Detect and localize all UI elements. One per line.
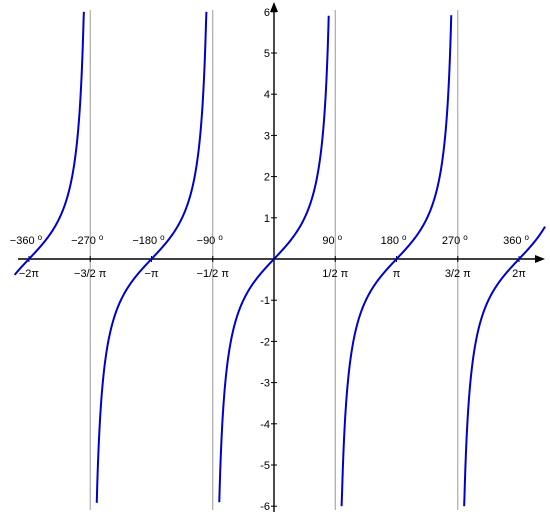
x-axis-arrow [535, 255, 545, 263]
x-tick-label-degrees: −180 o [132, 233, 165, 247]
x-tick-label-degrees: −90 o [197, 233, 224, 247]
y-tick-label: 6 [264, 7, 270, 19]
x-tick-label-degrees: 360 o [503, 233, 529, 247]
x-tick-label-radians: 3/2 π [445, 268, 471, 280]
y-tick-label: -1 [260, 295, 270, 307]
tan-branch-4 [463, 226, 546, 507]
x-tick-label-degrees: 90 o [322, 233, 342, 247]
x-tick-label-radians: −2π [19, 268, 40, 280]
axis-labels: 6 5 4 3 2 1 -1 -2 -3 -4 -5 -6 −2π −360 o −3/2 π −270 o −… [10, 7, 530, 513]
tan-branch-1 [95, 11, 208, 503]
x-tick-label-degrees: −360 o [10, 233, 43, 247]
y-tick-label: 1 [264, 213, 270, 225]
x-tick-label-radians: π [393, 268, 401, 280]
tan-branch-3 [340, 15, 453, 507]
axes [18, 2, 545, 512]
y-tick-label: -6 [260, 501, 270, 513]
y-tick-label: -4 [260, 419, 270, 431]
y-tick-label: -2 [260, 336, 270, 348]
y-tick-label: -5 [260, 460, 270, 472]
y-tick-label: -3 [260, 378, 270, 390]
tan-branch-0 [13, 11, 85, 276]
y-axis-arrow [270, 2, 278, 12]
x-tick-label-radians: −π [144, 268, 158, 280]
y-tick-label: 5 [264, 48, 270, 60]
x-tick-label-degrees: 180 o [381, 233, 407, 247]
y-tick-label: 4 [264, 89, 270, 101]
x-tick-label-degrees: 270 o [442, 233, 468, 247]
y-tick-label: 3 [264, 130, 270, 142]
y-tick-label: 2 [264, 172, 270, 184]
x-tick-label-radians: 2π [512, 268, 526, 280]
x-tick-label-degrees: −270 o [71, 233, 104, 247]
tan-branch-2 [218, 15, 330, 503]
tangent-curves [13, 11, 546, 507]
x-tick-label-radians: −1/2 π [197, 268, 230, 280]
x-tick-label-radians: 1/2 π [322, 268, 348, 280]
x-tick-label-radians: −3/2 π [74, 268, 107, 280]
